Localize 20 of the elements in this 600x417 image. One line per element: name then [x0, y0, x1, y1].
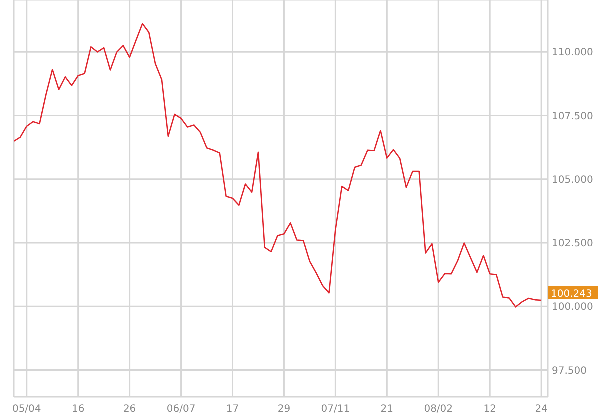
x-tick-label: 07/11 [321, 404, 350, 416]
x-tick-label: 16 [72, 404, 85, 416]
x-tick-label: 08/02 [424, 404, 454, 416]
x-tick-label: 12 [484, 404, 496, 416]
x-tick-label: 06/07 [166, 404, 196, 416]
x-tick-label: 26 [123, 404, 136, 416]
y-tick-label: 107.500 [552, 111, 594, 122]
y-tick-label: 100.000 [552, 302, 594, 314]
y-tick-label: 97.500 [552, 366, 587, 377]
x-tick-label: 21 [380, 404, 394, 416]
y-tick-label: 105.000 [552, 174, 594, 186]
price-tag: 100.243 [548, 286, 598, 300]
x-tick-label: 05/04 [12, 404, 42, 416]
y-tick-label: 102.500 [552, 238, 594, 250]
x-tick-label: 24 [535, 404, 548, 416]
y-tick-label: 110.000 [552, 48, 594, 59]
x-tick-label: 29 [278, 404, 291, 416]
x-tick-label: 17 [226, 404, 240, 416]
line-series [14, 23, 542, 308]
annotation: 100.243 [551, 288, 592, 300]
